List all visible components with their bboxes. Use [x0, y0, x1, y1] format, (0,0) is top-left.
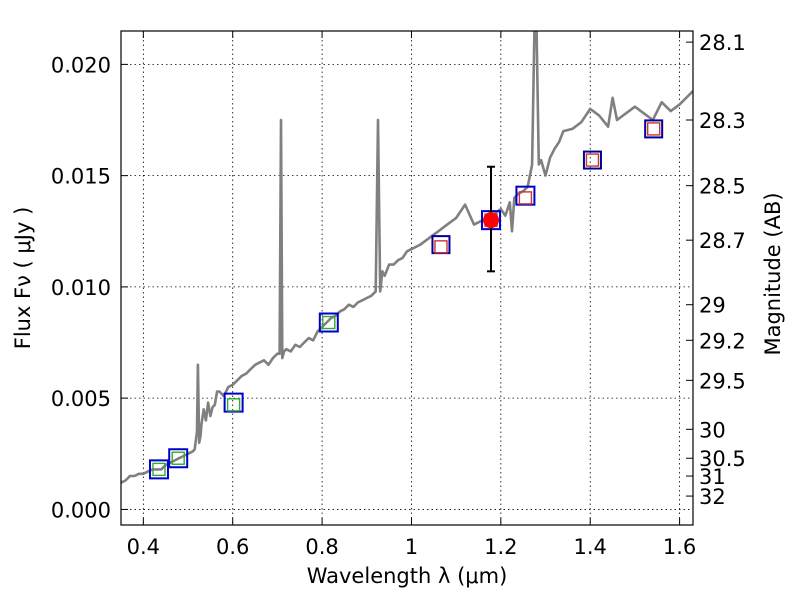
red-square-marker — [518, 191, 533, 205]
y2-tick-label: 30.5 — [699, 447, 746, 471]
y-tick-label: 0.010 — [51, 276, 111, 300]
y2-tick-label: 28.3 — [699, 109, 746, 133]
x-tick-label: 1 — [405, 535, 418, 559]
y-tick-label: 0.005 — [51, 387, 111, 411]
x-tick-label: 1.2 — [484, 535, 517, 559]
x-tick-label: 1.4 — [574, 535, 607, 559]
navy-square-marker — [644, 119, 664, 139]
x-tick-label: 0.6 — [216, 535, 249, 559]
y2-tick-label: 30 — [699, 418, 726, 442]
green-square-marker — [226, 398, 241, 412]
red-square-marker — [646, 122, 661, 136]
marker-layer — [148, 119, 664, 480]
blue-square-marker — [148, 459, 169, 480]
green-square-marker — [152, 462, 166, 477]
tick-layer: 0.4 0.6 0.8 1 1.2 1.4 1.6 0.000 0.005 0.010 0.015 0… — [51, 31, 746, 559]
red-square-marker — [585, 153, 600, 167]
plot-frame — [120, 30, 694, 526]
y2-tick-label: 29 — [699, 294, 726, 318]
y2-tick-label: 32 — [699, 485, 726, 509]
y2-tick-label: 28.1 — [699, 31, 746, 55]
grid — [121, 31, 693, 525]
y-tick-label: 0.015 — [51, 165, 111, 189]
blue-square-marker — [168, 448, 189, 469]
sed-line — [121, 31, 693, 484]
y2-tick-label: 28.7 — [699, 229, 746, 253]
y2-axis-label: Magnitude (AB) — [761, 192, 785, 355]
x-tick-label: 0.8 — [305, 535, 338, 559]
y2-tick-label: 29.5 — [699, 369, 746, 393]
y2-tick-label: 31 — [699, 465, 726, 489]
navy-square-marker — [582, 150, 602, 170]
blue-square-marker — [515, 185, 536, 206]
blue-square-marker — [223, 392, 244, 413]
y2-tick-label: 29.2 — [699, 329, 746, 353]
x-tick-label: 1.6 — [663, 535, 696, 559]
x-tick-label: 0.4 — [127, 535, 160, 559]
y-axis-label: Flux Fν ( μJy ) — [11, 207, 35, 350]
blue-square-marker — [318, 312, 339, 333]
y-tick-label: 0.000 — [51, 498, 111, 522]
red-square-marker — [434, 240, 448, 254]
series-layer — [121, 31, 693, 484]
y-tick-label: 0.020 — [51, 53, 111, 77]
green-square-marker — [322, 315, 336, 330]
measurement-point — [483, 212, 500, 229]
y2-tick-label: 28.5 — [699, 175, 746, 199]
x-axis-label: Wavelength λ (μm) — [307, 564, 508, 588]
green-square-marker — [171, 451, 185, 465]
